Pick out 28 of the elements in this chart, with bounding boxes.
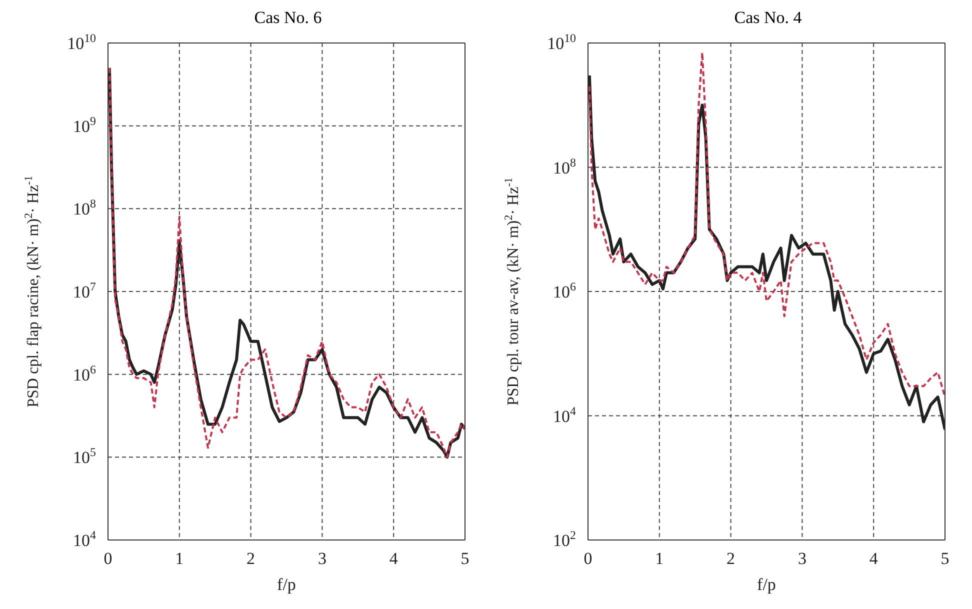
x-tick-label: 3 (318, 549, 326, 568)
x-tick-label: 5 (940, 549, 950, 568)
chart-title: Cas No. 6 (253, 8, 323, 29)
x-tick-label: 4 (389, 549, 398, 568)
y-tick-label: 10$^{6}$ (553, 280, 576, 302)
y-tick-label: 10$^{10}$ (67, 31, 96, 53)
x-tick-label: 2 (726, 549, 736, 568)
y-tick-label: 10$^{6}$ (73, 362, 96, 384)
x-tick-label: 4 (869, 549, 878, 568)
y-tick-label: 10$^{7}$ (73, 280, 96, 302)
y-tick-label: 10$^{9}$ (73, 114, 96, 136)
x-tick-label: 0 (104, 549, 112, 568)
y-tick-label: 10$^{5}$ (73, 445, 96, 468)
x-tick-label: 1 (655, 549, 664, 568)
chart-title: Cas No. 4 (733, 8, 803, 29)
y-tick-label: 10$^{4}$ (73, 528, 96, 550)
x-tick-label: 5 (460, 549, 470, 568)
x-axis-title: f/p (277, 575, 296, 594)
x-axis-title: f/p (757, 575, 776, 594)
y-tick-label: 10$^{8}$ (73, 196, 96, 219)
y-tick-label: 10$^{8}$ (553, 155, 576, 178)
x-tick-label: 3 (798, 549, 806, 568)
x-tick-label: 1 (175, 549, 184, 568)
y-tick-label: 10$^{4}$ (553, 404, 576, 426)
y-tick-label: 10$^{10}$ (547, 31, 576, 53)
x-tick-label: 0 (584, 549, 592, 568)
y-tick-label: 10$^{2}$ (553, 528, 576, 550)
x-tick-label: 2 (246, 549, 256, 568)
